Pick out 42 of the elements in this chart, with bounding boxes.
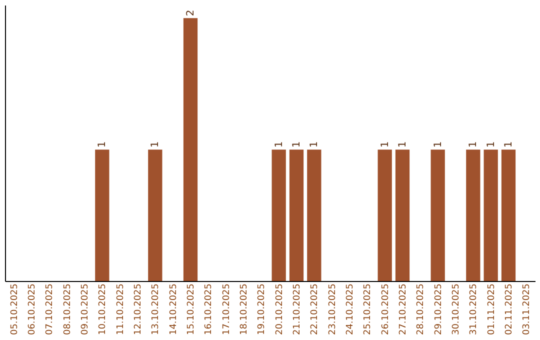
x-tick-label: 07.10.2025 xyxy=(45,284,56,336)
x-tick-label: 03.11.2025 xyxy=(522,284,532,336)
x-tick-label: 10.10.2025 xyxy=(98,284,108,336)
data-label: 1 xyxy=(292,141,302,148)
x-tick-label: 28.10.2025 xyxy=(416,284,426,336)
data-label: 1 xyxy=(398,141,408,148)
x-tick-label: 22.10.2025 xyxy=(310,284,320,336)
x-tick-label: 09.10.2025 xyxy=(80,284,90,336)
x-tick-label: 08.10.2025 xyxy=(62,284,73,336)
data-label: 1 xyxy=(380,141,391,148)
x-tick-label: 02.11.2025 xyxy=(504,284,514,336)
x-tick-label: 15.10.2025 xyxy=(186,284,196,336)
x-tick-label: 27.10.2025 xyxy=(398,284,408,336)
x-tick-label: 06.10.2025 xyxy=(28,284,38,336)
x-tick-label: 16.10.2025 xyxy=(204,284,214,336)
x-tick-label: 11.10.2025 xyxy=(116,284,126,336)
x-tick-label: 14.10.2025 xyxy=(168,284,179,336)
x-tick-label: 25.10.2025 xyxy=(363,284,374,336)
x-tick-label: 21.10.2025 xyxy=(292,284,302,336)
x-tick-label: 31.10.2025 xyxy=(469,284,480,336)
x-tick-label: 24.10.2025 xyxy=(346,284,356,336)
x-tick-label: 01.11.2025 xyxy=(486,284,497,336)
x-tick-label: 23.10.2025 xyxy=(328,284,338,336)
x-tick-label: 18.10.2025 xyxy=(240,284,250,336)
x-tick-label: 12.10.2025 xyxy=(134,284,144,336)
data-label: 1 xyxy=(468,141,480,148)
x-tick-label: 26.10.2025 xyxy=(380,284,391,336)
x-tick-label: 13.10.2025 xyxy=(151,284,162,336)
data-label: 1 xyxy=(486,141,497,148)
data-label: 1 xyxy=(97,141,108,148)
data-label: 1 xyxy=(274,141,285,148)
data-label: 1 xyxy=(504,141,514,148)
x-tick-label: 29.10.2025 xyxy=(434,284,444,336)
data-label: 1 xyxy=(309,141,320,148)
x-tick-label: 19.10.2025 xyxy=(257,284,268,336)
x-tick-label: 05.10.2025 xyxy=(10,284,20,336)
x-tick-label: 20.10.2025 xyxy=(274,284,285,336)
x-tick-label: 17.10.2025 xyxy=(222,284,232,336)
data-label: 1 xyxy=(150,141,162,148)
data-label: 1 xyxy=(432,141,444,148)
data-label: 2 xyxy=(186,10,196,16)
x-tick-label: 30.10.2025 xyxy=(452,284,462,336)
